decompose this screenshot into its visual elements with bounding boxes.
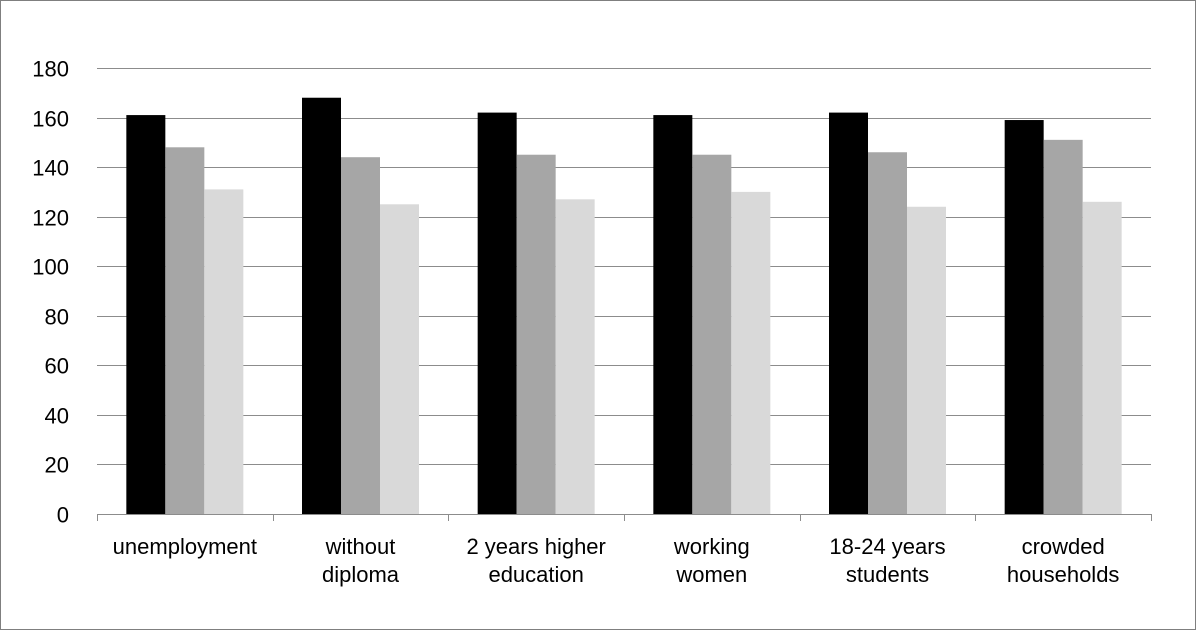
bars: [126, 98, 1121, 514]
y-tick-label: 180: [32, 57, 69, 82]
y-tick-label: 0: [57, 503, 69, 528]
bar: [341, 157, 380, 514]
x-tick-label: crowdedhouseholds: [1007, 534, 1120, 587]
gridlines: [97, 69, 1151, 465]
bar: [204, 189, 243, 514]
y-tick-labels: 0 20 40 60 80 100 120 140 160 180: [32, 57, 69, 528]
bar: [556, 199, 595, 514]
x-axis: [97, 514, 1152, 521]
x-tick-labels: unemployment withoutdiploma 2 years higher…: [113, 534, 1120, 587]
bar: [1083, 202, 1122, 514]
bar: [653, 115, 692, 514]
x-tick-label: 18-24 yearsstudents: [829, 534, 945, 587]
x-tick-label: withoutdiploma: [322, 534, 400, 587]
x-tick-label: workingwomen: [673, 534, 750, 587]
y-tick-label: 20: [45, 453, 69, 478]
x-tick-label: unemployment: [113, 534, 257, 559]
bar: [517, 155, 556, 514]
y-tick-label: 120: [32, 206, 69, 231]
bar: [302, 98, 341, 514]
x-tick-label: 2 years highereducation: [466, 534, 605, 587]
y-tick-label: 40: [45, 404, 69, 429]
y-tick-label: 100: [32, 255, 69, 280]
bar: [380, 204, 419, 514]
bar: [1044, 140, 1083, 514]
bar: [478, 113, 517, 514]
bar: [692, 155, 731, 514]
y-tick-label: 140: [32, 156, 69, 181]
y-tick-label: 160: [32, 107, 69, 132]
bar: [1005, 120, 1044, 514]
bar: [829, 113, 868, 514]
bar: [731, 192, 770, 514]
bar: [907, 207, 946, 514]
bar: [165, 147, 204, 514]
bar: [126, 115, 165, 514]
bar: [868, 152, 907, 514]
y-tick-label: 60: [45, 354, 69, 379]
y-tick-label: 80: [45, 305, 69, 330]
